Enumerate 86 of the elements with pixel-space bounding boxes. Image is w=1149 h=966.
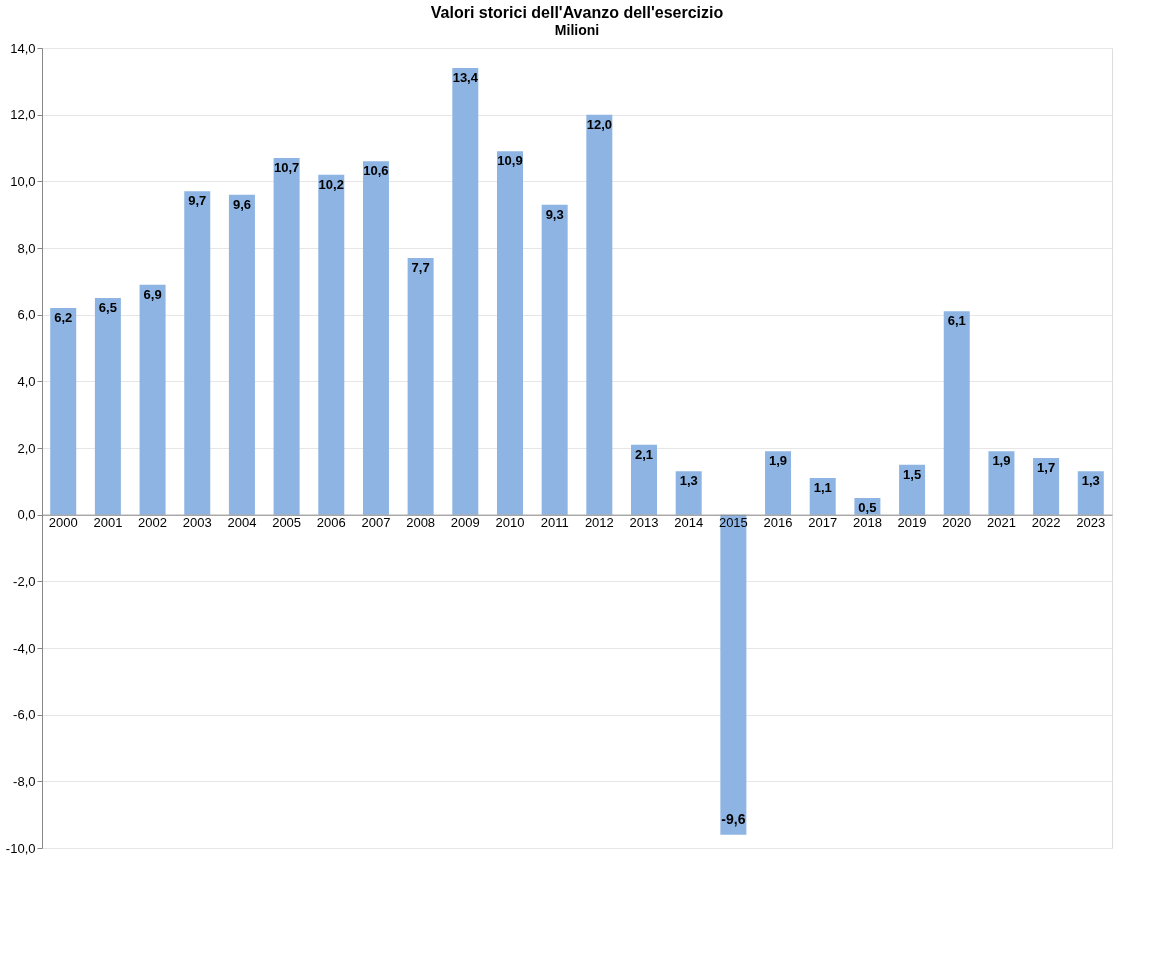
bar: [1033, 458, 1060, 515]
y-tick-label: 8,0: [17, 240, 36, 256]
bar: [631, 444, 658, 515]
x-tick-label: 2011: [540, 515, 569, 531]
y-tick-label: -4,0: [13, 640, 36, 656]
bar: [988, 451, 1015, 515]
y-tick-label: -8,0: [13, 773, 36, 789]
bar: [899, 464, 926, 515]
data-label: 2,1: [634, 446, 654, 462]
x-tick-label: 2013: [629, 515, 659, 531]
data-label: 1,9: [769, 453, 788, 469]
bar: [50, 308, 77, 515]
bar: [318, 174, 345, 515]
x-tick-label: 2006: [316, 515, 346, 531]
y-tick-label: 6,0: [17, 307, 36, 323]
data-label: 12,0: [586, 116, 612, 132]
x-tick-label: 2014: [674, 515, 704, 531]
data-label: 6,1: [947, 313, 966, 329]
y-tick-label: 0,0: [17, 507, 36, 523]
data-label: 10,7: [273, 160, 300, 175]
data-label: 10,9: [497, 153, 523, 169]
bar: [228, 194, 255, 515]
data-label: 1,9: [992, 453, 1011, 469]
y-tick-label: -2,0: [13, 573, 36, 589]
data-label: 6,5: [98, 300, 117, 315]
data-label: 1,7: [1037, 460, 1056, 475]
bar: [720, 514, 747, 835]
x-tick-label: 2018: [852, 515, 882, 531]
data-label: -9,6: [721, 810, 746, 827]
y-tick-label: 4,0: [17, 373, 36, 389]
bar: [452, 68, 479, 515]
data-label: 6,9: [143, 286, 162, 302]
bar: [1077, 471, 1104, 515]
data-label: 1,1: [813, 480, 832, 495]
x-tick-label: 2003: [182, 515, 212, 531]
x-tick-label: 2021: [986, 515, 1016, 531]
bar: [407, 258, 434, 515]
x-tick-label: 2017: [808, 515, 838, 531]
x-tick-label: 2009: [450, 515, 480, 531]
y-tick-label: -6,0: [13, 707, 36, 723]
data-label: 1,3: [679, 473, 698, 489]
data-label: 1,3: [1081, 473, 1100, 489]
x-tick-label: 2008: [406, 515, 436, 531]
bar: [273, 158, 300, 515]
x-tick-label: 2010: [495, 515, 525, 531]
y-tick-label: 12,0: [10, 107, 36, 123]
data-label: 7,7: [411, 260, 430, 275]
data-label: 13,4: [452, 70, 479, 85]
x-tick-label: 2020: [942, 515, 972, 531]
chart-title: Valori storici dell'Avanzo dell'esercizio: [430, 4, 724, 21]
x-tick-label: 2019: [897, 515, 927, 531]
x-tick-label: 2015: [718, 515, 748, 531]
bar: [496, 151, 523, 515]
data-label: 1,5: [903, 466, 922, 482]
bar: [139, 284, 166, 515]
chart-subtitle: Milioni: [554, 22, 600, 38]
y-tick-label: 2,0: [17, 440, 36, 456]
y-tick-label: 14,0: [10, 40, 36, 56]
x-tick-label: 2016: [763, 515, 793, 531]
bar: [362, 161, 389, 515]
data-label: 9,7: [188, 193, 207, 209]
y-tick-label: 10,0: [10, 173, 36, 189]
data-label: 9,3: [545, 206, 564, 222]
bar: [675, 471, 702, 515]
x-tick-label: 2022: [1031, 515, 1061, 531]
x-tick-label: 2001: [93, 515, 123, 531]
data-label: 10,6: [363, 163, 389, 179]
x-tick-label: 2002: [138, 515, 168, 531]
x-tick-label: 2005: [272, 515, 302, 531]
bar: [809, 478, 836, 515]
y-tick-label: -10,0: [5, 840, 36, 856]
x-tick-label: 2004: [227, 515, 257, 531]
bar: [184, 191, 211, 515]
data-label: 10,2: [318, 176, 344, 192]
bar: [541, 204, 568, 515]
bar: [94, 298, 121, 515]
data-label: 6,2: [54, 310, 73, 325]
bar: [943, 311, 970, 515]
bar: [586, 114, 613, 515]
data-label: 9,6: [232, 196, 251, 212]
x-tick-label: 2023: [1076, 515, 1106, 531]
data-label: 0,5: [858, 500, 877, 515]
bar: [765, 451, 792, 515]
x-tick-label: 2000: [48, 515, 78, 531]
x-tick-label: 2012: [584, 515, 614, 531]
x-tick-label: 2007: [361, 515, 391, 531]
